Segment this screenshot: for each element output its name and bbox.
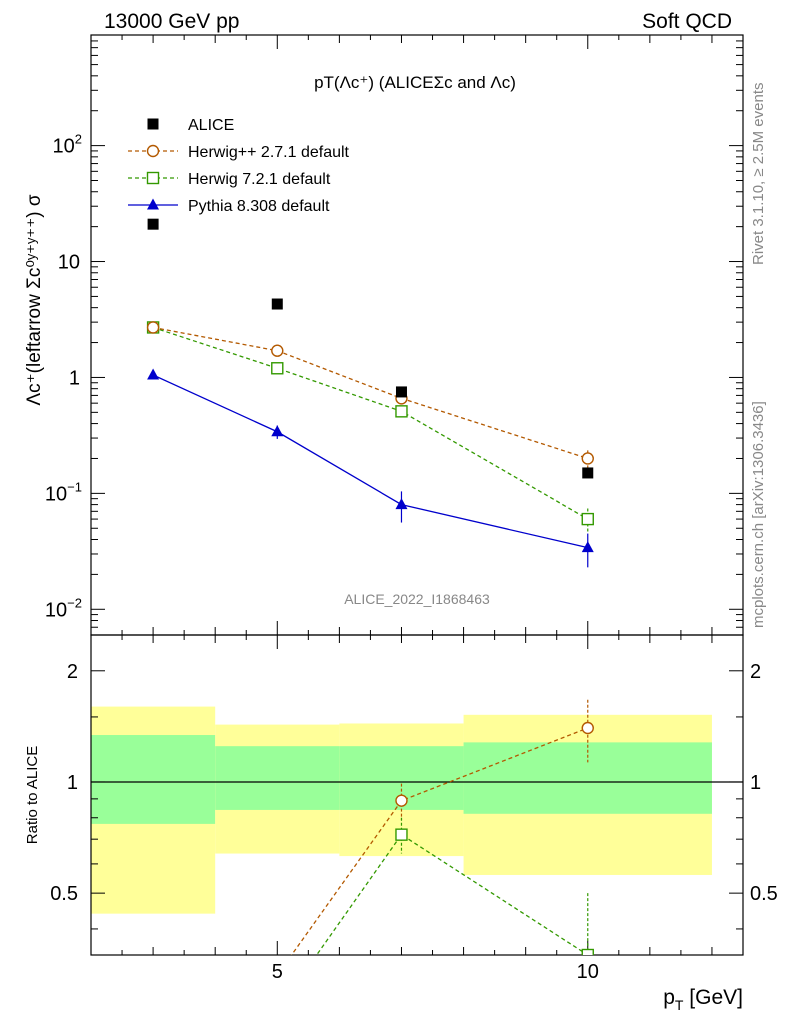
x-tick-label: 10 <box>577 961 599 983</box>
x-tick-label: 5 <box>272 961 283 983</box>
plot-title: pT(Λc⁺) (ALICEΣc and Λc) <box>314 73 516 92</box>
legend-marker-herwig7 <box>146 171 160 185</box>
y-tick-label: 102 <box>53 132 82 158</box>
band-inner <box>91 735 216 824</box>
mcplots-label: mcplots.cern.ch [arXiv:1306.3436] <box>750 401 767 628</box>
ratio-axis-label: Ratio to ALICE <box>24 746 41 844</box>
legend-label-pythia: Pythia 8.308 default <box>188 198 330 215</box>
header-right: Soft QCD <box>642 10 732 33</box>
main-series <box>146 218 594 568</box>
x-axis-label: pT [GeV] <box>663 986 743 1013</box>
ratio-tick-label-right: 0.5 <box>750 883 778 905</box>
header-left: 13000 GeV pp <box>104 10 239 33</box>
legend-marker-herwigpp <box>146 144 160 158</box>
band-inner <box>215 746 340 810</box>
main-pythia-point <box>147 368 160 380</box>
main-herwigpp-point <box>271 344 284 357</box>
ratio-frame <box>90 634 744 956</box>
legend-label-alice: ALICE <box>188 117 234 134</box>
ratio-tick-label-left: 2 <box>67 661 78 683</box>
main-herwig7-point <box>271 362 284 375</box>
main-herwigpp-point <box>146 321 160 334</box>
main-pythia-point <box>395 498 408 510</box>
ratio-herwig7-line <box>315 833 589 955</box>
ratio-tick-label-left: 0.5 <box>50 883 78 905</box>
y-tick-label: 1 <box>69 367 80 389</box>
legend-label-herwigpp: Herwig++ 2.7.1 default <box>188 144 350 161</box>
main-alice-point <box>395 386 407 398</box>
main-herwigpp-line <box>152 326 588 460</box>
ratio-tick-label-right: 1 <box>750 772 761 794</box>
legend-label-herwig7: Herwig 7.2.1 default <box>188 171 331 188</box>
main-herwigpp-point <box>581 452 594 465</box>
ratio-tick-label-left: 1 <box>67 772 78 794</box>
rivet-label: Rivet 3.1.10, ≥ 2.5M events <box>750 83 767 266</box>
main-pythia-point <box>581 541 594 553</box>
main-herwig7-point <box>395 405 408 418</box>
y-tick-label: 10 <box>58 252 80 274</box>
y-tick-label: 10−2 <box>45 595 82 621</box>
legend-marker-alice <box>147 118 159 130</box>
ratio-tick-label-right: 2 <box>750 661 761 683</box>
axis-ticks: 10−2 10−1 1 10 102 0.5 0.5 1 1 2 2 5 10 <box>45 34 778 983</box>
ratio-herwig7-point <box>272 1005 283 1016</box>
main-alice-point <box>271 298 283 310</box>
y-tick-label: 10−1 <box>45 479 82 505</box>
ratio-herwigpp-line <box>290 727 588 955</box>
main-herwig7-point <box>581 512 594 526</box>
ratio-series <box>272 699 594 1016</box>
main-pythia-line <box>152 374 588 549</box>
ratio-herwigpp-point <box>395 794 408 807</box>
ratio-herwig7-point <box>581 948 594 955</box>
main-herwig7-line <box>152 326 589 520</box>
watermark: ALICE_2022_I1868463 <box>344 591 490 607</box>
main-alice-point <box>582 467 594 479</box>
main-alice-point <box>147 218 159 230</box>
main-pythia-point <box>271 425 284 437</box>
y-axis-label: Λc⁺(leftarrow Σc⁰ʸ⁺ʸ⁺⁺) σ <box>24 194 45 405</box>
ratio-herwigpp-point <box>581 721 594 735</box>
legend-marker-pythia <box>147 198 159 210</box>
band-inner <box>463 742 712 814</box>
ratio-herwig7-point <box>395 828 408 841</box>
legend: ALICE Herwig++ 2.7.1 default Herwig 7.2.1 … <box>128 117 350 215</box>
